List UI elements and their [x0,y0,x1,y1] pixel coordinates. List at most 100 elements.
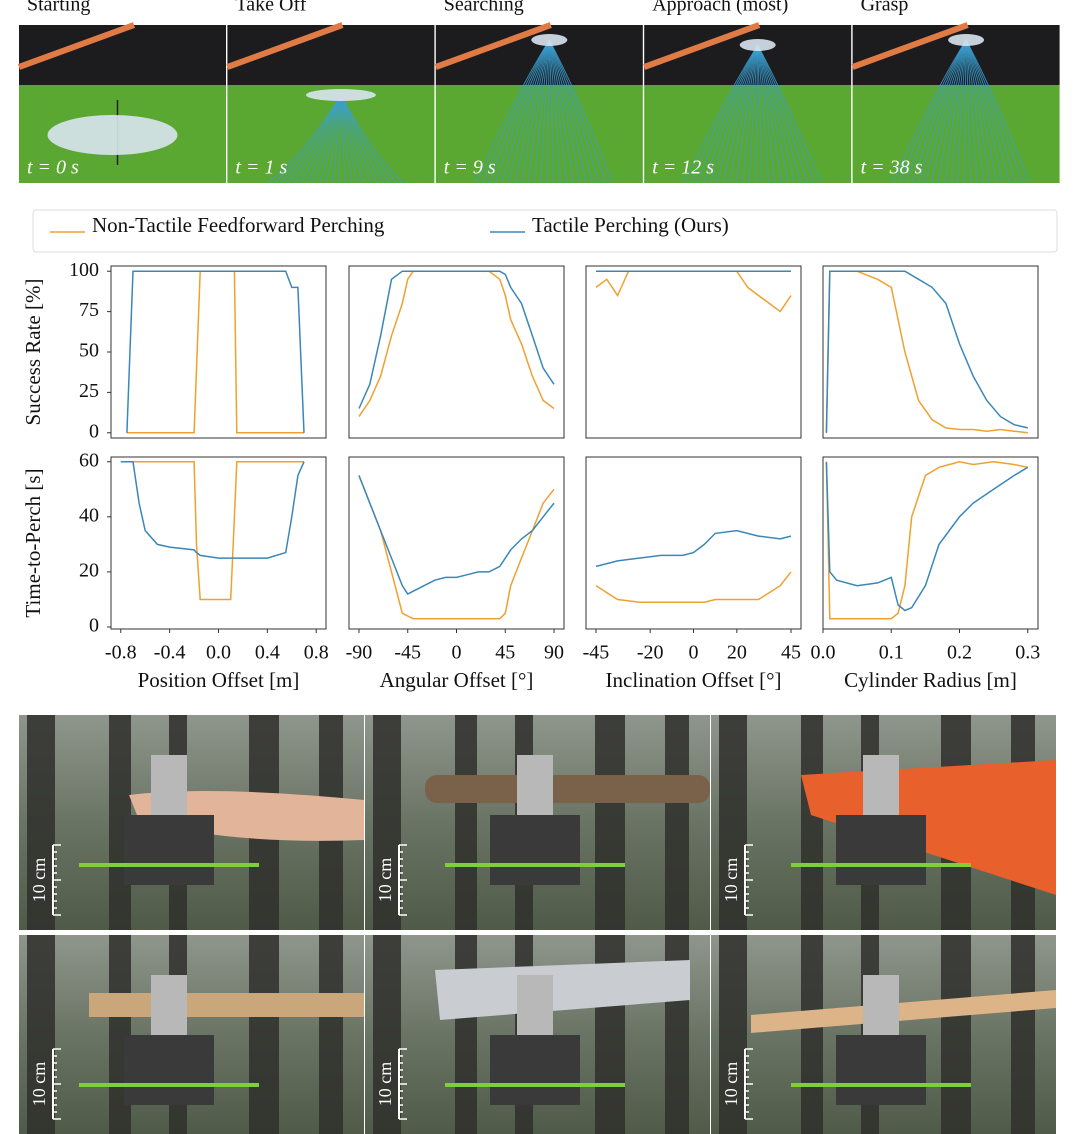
series-line [120,461,304,601]
scale-label: 10 cm [29,1062,49,1107]
scale-label: 10 cm [375,1062,395,1107]
trajectory [965,39,1004,184]
series-line [825,461,1028,620]
trajectory [340,94,392,184]
trajectory [280,94,342,184]
trajectory [965,39,1017,184]
trajectory [716,44,759,184]
y-tick-label: 50 [79,340,99,362]
y-tick-label: 40 [79,504,99,526]
photo: 10 cm [19,715,364,930]
gripper [863,755,899,815]
drones [948,34,985,46]
scale-label: 10 cm [721,1062,741,1107]
scale-label: 10 cm [721,858,741,903]
y-tick-label: 100 [69,259,99,281]
trajectory [267,94,342,184]
trajectory [548,39,613,184]
trajectory [735,44,759,184]
trajectory [757,44,822,184]
drone-body [836,815,926,885]
sim-rail [851,22,969,70]
x-tick-label: -45 [583,642,610,664]
frame-label: Searching [444,0,524,16]
sim-frame: t = 9 s Searching [434,0,643,184]
trajectory [331,94,342,184]
time-label: t = 1 s [235,157,287,179]
gripper [151,755,187,815]
series-line [595,270,792,313]
y-tick-label: 75 [79,299,99,321]
x-tick-label: 0.4 [255,642,280,664]
drone-body [124,1035,214,1105]
trajectory [548,39,607,184]
trajectory [965,39,972,184]
trajectory [305,94,342,184]
trajectory [286,94,342,184]
trajectory [340,94,366,184]
trajectory [299,94,342,184]
trajectory [338,94,342,184]
x-tick-label: 0.8 [304,642,329,664]
sim-frame: t = 1 s Take Off [226,0,435,184]
trajectory [690,44,759,184]
x-tick-label: 0.2 [947,642,972,664]
x-tick-label: 20 [727,642,747,664]
trajectory [548,39,600,184]
drones [739,39,776,51]
trajectory [548,39,555,184]
drone-body [124,815,214,885]
plot-frame [822,456,1039,630]
frame-label: Grasp [861,0,909,16]
x-tick-label: 0.0 [811,642,836,664]
photo: 10 cm [711,935,1056,1134]
tree-trunk [719,935,747,1134]
trajectory [312,94,342,184]
trajectory [905,39,967,184]
trajectory [757,44,783,184]
board [89,993,364,1017]
trajectory [318,94,342,184]
trajectory [514,39,550,184]
trajectory [340,94,385,184]
y-tick-label: 20 [79,560,99,582]
y-axis-label: Success Rate [%] [21,279,45,426]
trajectory [963,39,967,184]
tree-trunk [455,715,477,930]
gripper [517,755,553,815]
plot-frame [348,265,565,439]
y-tick-label: 25 [79,380,99,402]
x-tick-label: 0.1 [879,642,904,664]
series-line [825,270,1028,434]
x-tick-label: 90 [544,642,564,664]
trajectory [722,44,759,184]
trajectory [340,94,379,184]
tree-trunk [373,715,401,930]
trajectory [755,44,759,184]
tree-trunk [941,935,971,1134]
y-tick-label: 0 [89,615,99,637]
plot-frame [822,265,1039,439]
branch [425,775,710,803]
x-tick-label: 0.0 [206,642,231,664]
tree-trunk [801,715,823,930]
time-label: t = 12 s [652,157,714,179]
trajectory [488,39,550,184]
trajectory [325,94,342,184]
trajectory [950,39,967,184]
frame-label: Take Off [235,0,306,16]
scale-label: 10 cm [375,858,395,903]
trajectory [965,39,985,184]
trajectory [757,44,776,184]
plot-frame [110,456,327,630]
trajectory [742,44,759,184]
x-tick-label: 0 [689,642,699,664]
tree-trunk [801,935,823,1134]
trajectory [918,39,967,184]
drone-body [490,1035,580,1105]
tree-trunk [249,935,279,1134]
trajectory [548,39,574,184]
time-label: t = 0 s [27,157,79,179]
x-tick-label: -0.8 [105,642,137,664]
